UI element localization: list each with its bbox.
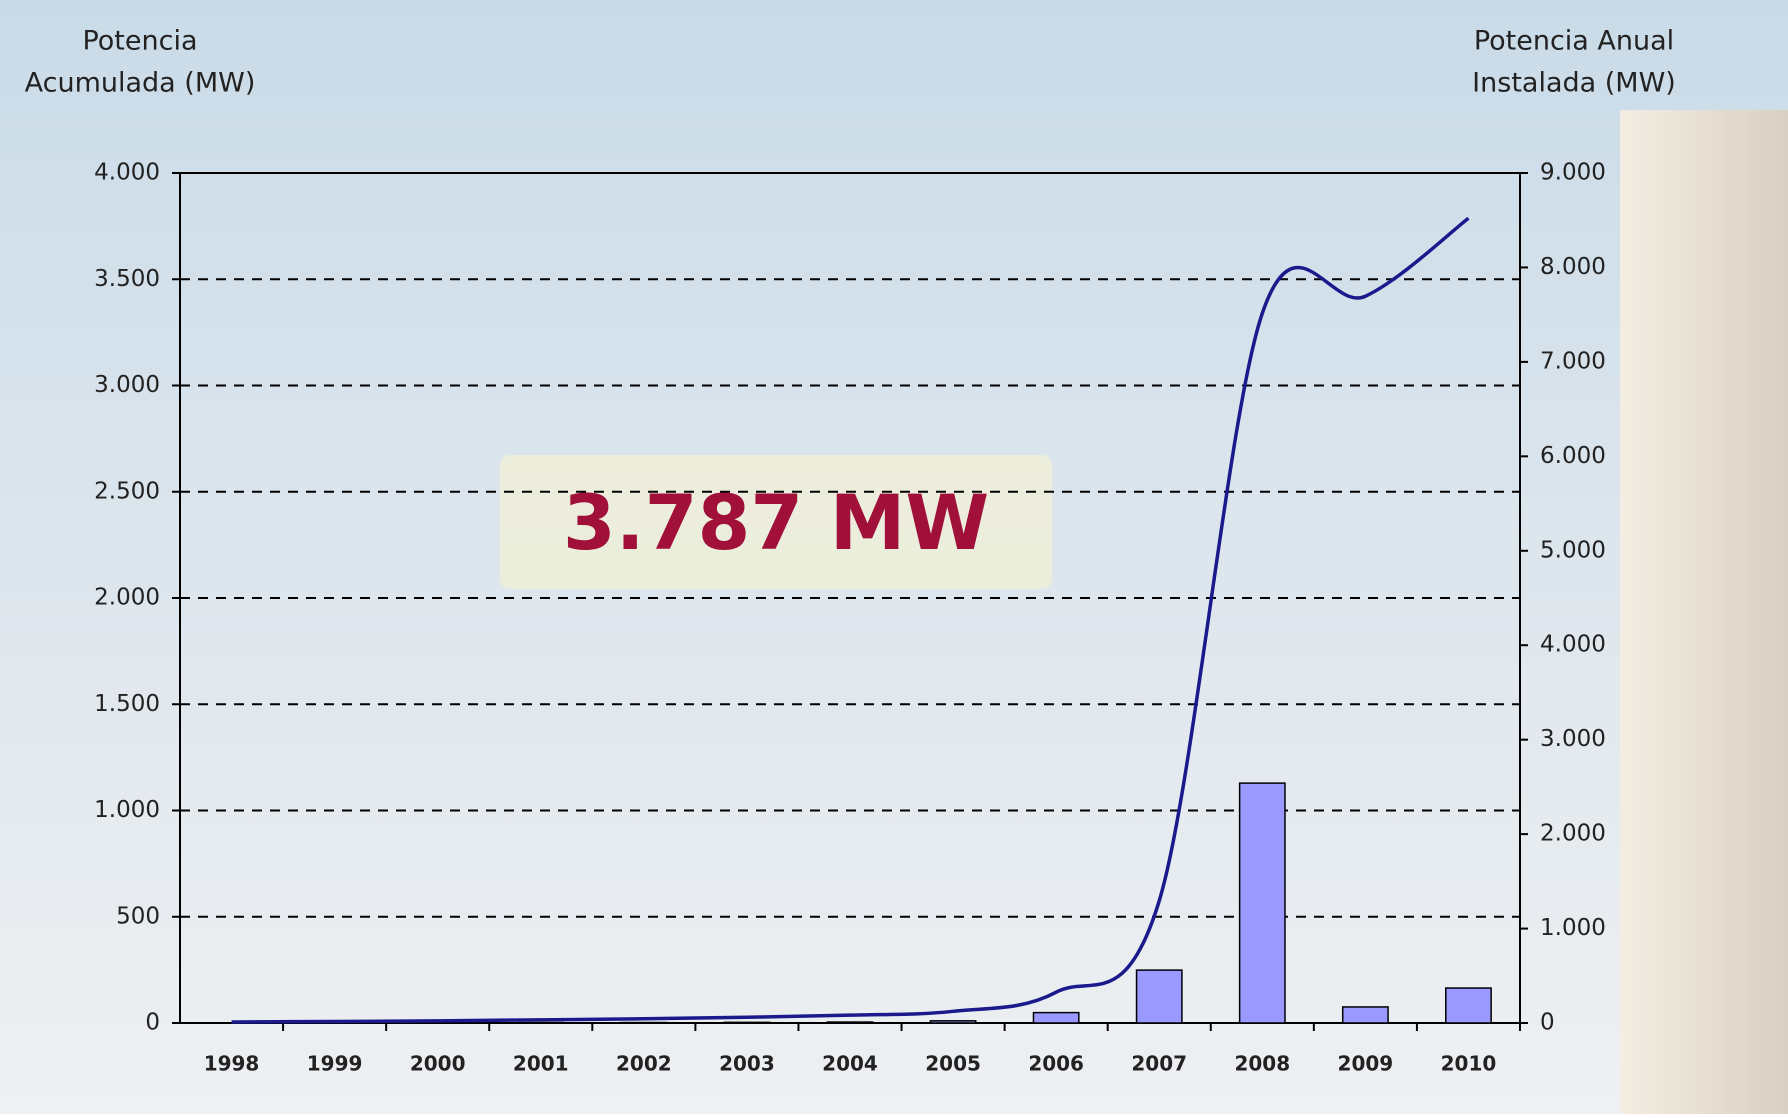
y-title: Potencia xyxy=(82,26,197,57)
bar xyxy=(1137,970,1182,1023)
x-tick-label: 2001 xyxy=(513,1052,569,1076)
y-tick-label: 500 xyxy=(116,903,160,929)
y-title: Acumulada (MW) xyxy=(25,68,256,99)
y-tick-label: 2.500 xyxy=(94,478,160,504)
x-tick-label: 2010 xyxy=(1441,1052,1497,1076)
bar xyxy=(1446,988,1491,1023)
y2-title: Instalada (MW) xyxy=(1472,68,1676,99)
tower xyxy=(1620,110,1788,1114)
bar xyxy=(1240,783,1285,1023)
bar xyxy=(930,1021,975,1023)
y-tick-label: 1.500 xyxy=(94,691,160,717)
y-tick-label: 0 xyxy=(145,1010,160,1036)
x-tick-label: 2003 xyxy=(719,1052,775,1076)
y2-tick-label: 4.000 xyxy=(1540,632,1606,658)
y2-tick-label: 3.000 xyxy=(1540,726,1606,752)
bar xyxy=(827,1022,872,1023)
x-tick-label: 1998 xyxy=(204,1052,260,1076)
y-tick-label: 4.000 xyxy=(94,160,160,186)
bar xyxy=(1343,1007,1388,1023)
x-tick-label: 2000 xyxy=(410,1052,466,1076)
y-tick-label: 1.000 xyxy=(94,797,160,823)
x-tick-label: 2008 xyxy=(1234,1052,1290,1076)
y2-tick-label: 9.000 xyxy=(1540,160,1606,186)
y2-tick-label: 7.000 xyxy=(1540,348,1606,374)
y2-title: Potencia Anual xyxy=(1474,26,1674,57)
y2-tick-label: 6.000 xyxy=(1540,443,1606,469)
y-tick-label: 3.500 xyxy=(94,266,160,292)
y-tick-label: 2.000 xyxy=(94,585,160,611)
bar xyxy=(724,1022,769,1023)
x-tick-label: 2002 xyxy=(616,1052,672,1076)
y2-tick-label: 5.000 xyxy=(1540,537,1606,563)
y2-tick-label: 0 xyxy=(1540,1010,1555,1036)
y2-tick-label: 8.000 xyxy=(1540,254,1606,280)
x-tick-label: 2007 xyxy=(1131,1052,1187,1076)
x-tick-label: 2004 xyxy=(822,1052,878,1076)
x-tick-label: 1999 xyxy=(307,1052,363,1076)
y-tick-label: 3.000 xyxy=(94,372,160,398)
x-tick-label: 2005 xyxy=(925,1052,981,1076)
x-tick-label: 2009 xyxy=(1338,1052,1394,1076)
y2-tick-label: 2.000 xyxy=(1540,821,1606,847)
y2-tick-label: 1.000 xyxy=(1540,915,1606,941)
bar xyxy=(1033,1013,1078,1023)
x-tick-label: 2006 xyxy=(1028,1052,1084,1076)
